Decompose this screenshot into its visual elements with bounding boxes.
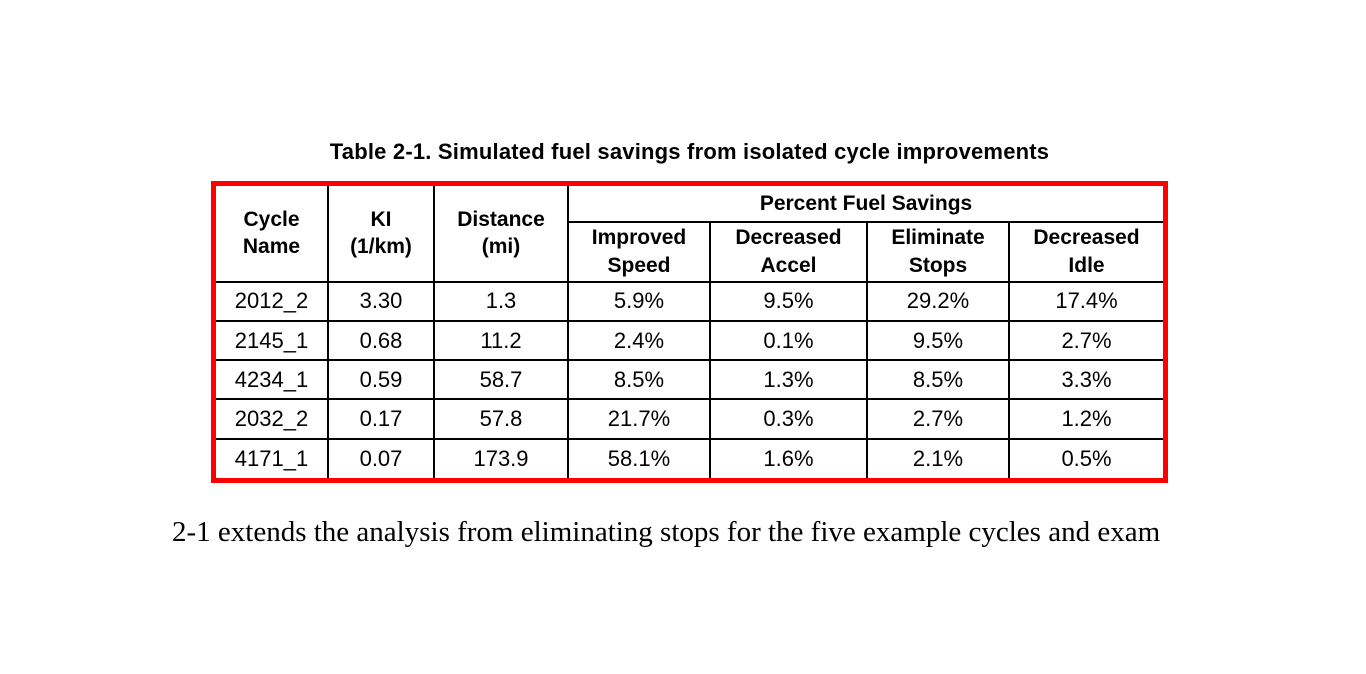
- table-row: 2145_1 0.68 11.2 2.4% 0.1% 9.5% 2.7%: [216, 319, 1164, 362]
- cell-ki: 3.30: [327, 280, 435, 322]
- cell-improved-speed: 2.4%: [567, 319, 711, 362]
- table-title: Table 2-1. Simulated fuel savings from i…: [329, 139, 1050, 164]
- cell-distance: 173.9: [433, 437, 569, 478]
- col-header-decreased-idle: Decreased Idle: [1007, 221, 1164, 283]
- col-header-improved-speed: Improved Speed: [567, 221, 711, 283]
- cell-decreased-idle: 3.3%: [1007, 359, 1164, 401]
- cell-cycle-name: 4234_1: [216, 359, 329, 401]
- col-header-ki: KI (1/km): [327, 186, 435, 283]
- cell-improved-speed: 5.9%: [567, 280, 711, 322]
- cell-improved-speed: 58.1%: [567, 437, 711, 478]
- cell-ki: 0.17: [327, 398, 435, 440]
- cell-eliminate-stops: 29.2%: [866, 280, 1010, 322]
- table-row: 4171_1 0.07 173.9 58.1% 1.6% 2.1% 0.5%: [216, 437, 1164, 478]
- cell-decreased-accel: 1.3%: [709, 359, 868, 401]
- body-text: 2-1 extends the analysis from eliminatin…: [172, 516, 1161, 548]
- cell-improved-speed: 8.5%: [567, 359, 711, 401]
- table-row: 2032_2 0.17 57.8 21.7% 0.3% 2.7% 1.2%: [216, 398, 1164, 440]
- cell-eliminate-stops: 2.1%: [866, 437, 1010, 478]
- fuel-savings-table-frame: Cycle Name KI (1/km) Distance (mi) Perce…: [211, 181, 1169, 483]
- header-row-sub: Improved Speed Decreased Accel Eliminate…: [216, 221, 1164, 283]
- col-header-eliminate-stops: Eliminate Stops: [866, 221, 1010, 283]
- cell-cycle-name: 2145_1: [216, 319, 329, 362]
- cell-distance: 57.8: [433, 398, 569, 440]
- cell-decreased-idle: 17.4%: [1007, 280, 1164, 322]
- table-row: 4234_1 0.59 58.7 8.5% 1.3% 8.5% 3.3%: [216, 359, 1164, 401]
- fuel-savings-table: Cycle Name KI (1/km) Distance (mi) Perce…: [216, 186, 1164, 478]
- table-row: 2012_2 3.30 1.3 5.9% 9.5% 29.2% 17.4%: [216, 280, 1164, 322]
- header-row-group: Cycle Name KI (1/km) Distance (mi) Perce…: [216, 186, 1164, 283]
- cell-cycle-name: 2012_2: [216, 280, 329, 322]
- cell-eliminate-stops: 8.5%: [866, 359, 1010, 401]
- cell-cycle-name: 2032_2: [216, 398, 329, 440]
- col-header-decreased-accel: Decreased Accel: [709, 221, 868, 283]
- col-header-distance: Distance (mi): [433, 186, 569, 283]
- group-header-percent-fuel-savings: Percent Fuel Savings: [566, 186, 1164, 224]
- cell-decreased-accel: 0.3%: [709, 398, 868, 440]
- cell-ki: 0.07: [327, 437, 435, 478]
- cell-decreased-idle: 2.7%: [1007, 319, 1164, 362]
- cell-cycle-name: 4171_1: [216, 437, 329, 478]
- cell-distance: 1.3: [433, 280, 569, 322]
- cell-decreased-accel: 1.6%: [709, 437, 868, 478]
- cell-decreased-accel: 0.1%: [709, 319, 868, 362]
- cell-distance: 11.2: [433, 319, 569, 362]
- cell-eliminate-stops: 2.7%: [866, 398, 1010, 440]
- cell-decreased-idle: 1.2%: [1007, 398, 1164, 440]
- cell-decreased-accel: 9.5%: [709, 280, 868, 322]
- cell-decreased-idle: 0.5%: [1007, 437, 1164, 478]
- cell-ki: 0.59: [327, 359, 435, 401]
- col-header-cycle-name: Cycle Name: [216, 186, 329, 283]
- cell-ki: 0.68: [327, 319, 435, 362]
- cell-eliminate-stops: 9.5%: [866, 319, 1010, 362]
- cell-distance: 58.7: [433, 359, 569, 401]
- cell-improved-speed: 21.7%: [567, 398, 711, 440]
